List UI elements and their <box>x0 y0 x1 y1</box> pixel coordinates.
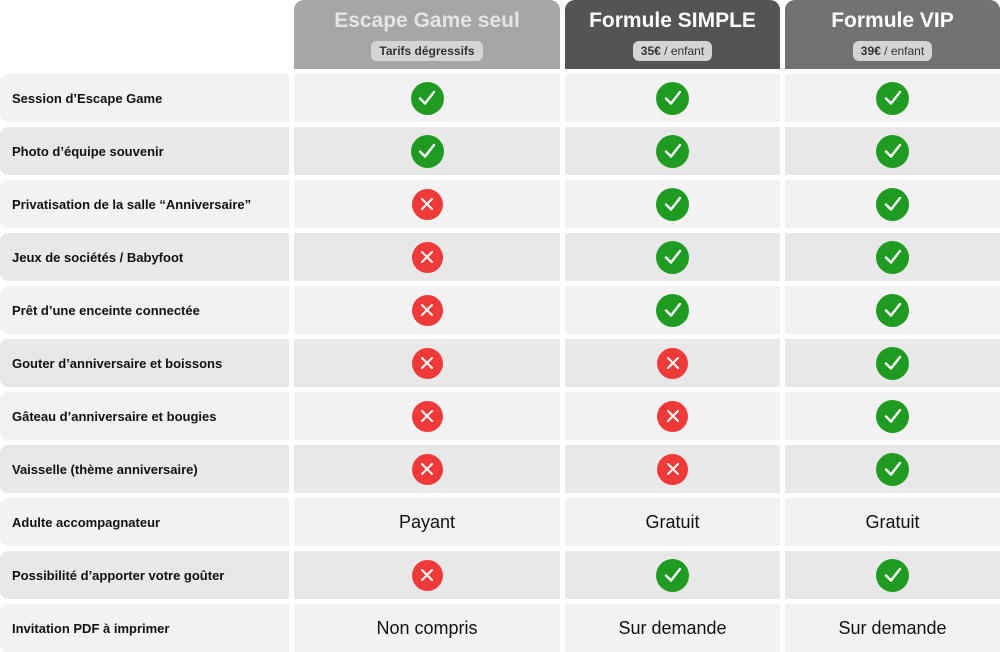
check-icon <box>656 81 689 115</box>
check-icon <box>876 134 909 168</box>
table-cell <box>785 286 1000 334</box>
cross-icon <box>411 400 443 432</box>
check-icon <box>410 81 444 115</box>
row-label: Adulte accompagnateur <box>0 498 289 546</box>
cross-icon <box>657 400 688 432</box>
cross-icon <box>411 559 443 591</box>
column-title: Formule VIP <box>831 9 954 32</box>
table-cell: Sur demande <box>565 604 780 652</box>
table-cell: Gratuit <box>565 498 780 546</box>
table-cell <box>294 74 560 122</box>
table-cell <box>294 339 560 387</box>
row-label: Vaisselle (thème anniversaire) <box>0 445 289 493</box>
table-cell <box>785 392 1000 440</box>
check-icon <box>656 187 689 221</box>
check-icon <box>656 558 689 592</box>
price-badge: 39€ / enfant <box>852 41 933 61</box>
table-cell <box>565 74 780 122</box>
check-icon <box>876 346 909 380</box>
table-cell: Payant <box>294 498 560 546</box>
table-cell: Sur demande <box>785 604 1000 652</box>
row-label: Gâteau d’anniversaire et bougies <box>0 392 289 440</box>
column-header-2: Formule SIMPLE 35€ / enfant <box>565 0 780 69</box>
table-cell <box>785 74 1000 122</box>
row-label: Jeux de sociétés / Babyfoot <box>0 233 289 281</box>
cross-icon <box>411 453 443 485</box>
price-badge-bold: Tarifs dégressifs <box>379 44 475 58</box>
check-icon <box>410 134 444 168</box>
price-badge-suffix: / enfant <box>880 44 925 58</box>
check-icon <box>656 240 689 274</box>
cross-icon <box>411 294 443 326</box>
table-cell <box>294 180 560 228</box>
row-label: Photo d’équipe souvenir <box>0 127 289 175</box>
empty-corner <box>0 0 289 69</box>
table-cell <box>785 445 1000 493</box>
price-badge-bold: 39€ <box>860 44 881 58</box>
check-icon <box>876 452 909 486</box>
table-cell <box>785 339 1000 387</box>
table-cell <box>294 445 560 493</box>
table-cell <box>785 551 1000 599</box>
column-header-3: Formule VIP 39€ / enfant <box>785 0 1000 69</box>
cross-icon <box>411 188 443 220</box>
price-badge: 35€ / enfant <box>632 41 713 61</box>
table-cell <box>294 392 560 440</box>
column-title: Escape Game seul <box>334 9 520 32</box>
table-cell <box>785 127 1000 175</box>
price-badge-suffix: / enfant <box>660 44 705 58</box>
row-label: Privatisation de la salle “Anniversaire” <box>0 180 289 228</box>
table-cell <box>294 233 560 281</box>
price-badge-bold: 35€ <box>640 44 661 58</box>
cross-icon <box>657 453 688 485</box>
check-icon <box>876 399 909 433</box>
check-icon <box>876 558 909 592</box>
check-icon <box>876 293 909 327</box>
price-badge: Tarifs dégressifs <box>371 41 483 61</box>
cross-icon <box>411 241 443 273</box>
check-icon <box>876 240 909 274</box>
table-cell <box>565 233 780 281</box>
table-cell <box>565 180 780 228</box>
check-icon <box>656 134 689 168</box>
table-cell <box>565 339 780 387</box>
table-cell <box>785 233 1000 281</box>
table-cell <box>565 286 780 334</box>
table-cell <box>294 127 560 175</box>
row-label: Gouter d’anniversaire et boissons <box>0 339 289 387</box>
table-cell <box>785 180 1000 228</box>
column-title: Formule SIMPLE <box>589 9 756 32</box>
table-cell: Gratuit <box>785 498 1000 546</box>
table-cell <box>294 286 560 334</box>
table-cell <box>294 551 560 599</box>
check-icon <box>876 81 909 115</box>
cross-icon <box>657 347 688 379</box>
cross-icon <box>411 347 443 379</box>
table-cell <box>565 445 780 493</box>
table-cell <box>565 392 780 440</box>
row-label: Session d’Escape Game <box>0 74 289 122</box>
table-cell <box>565 551 780 599</box>
check-icon <box>656 293 689 327</box>
check-icon <box>876 187 909 221</box>
row-label: Invitation PDF à imprimer <box>0 604 289 652</box>
column-header-1: Escape Game seul Tarifs dégressifs <box>294 0 560 69</box>
table-cell <box>565 127 780 175</box>
table-cell: Non compris <box>294 604 560 652</box>
row-label: Prêt d’une enceinte connectée <box>0 286 289 334</box>
row-label: Possibilité d’apporter votre goûter <box>0 551 289 599</box>
